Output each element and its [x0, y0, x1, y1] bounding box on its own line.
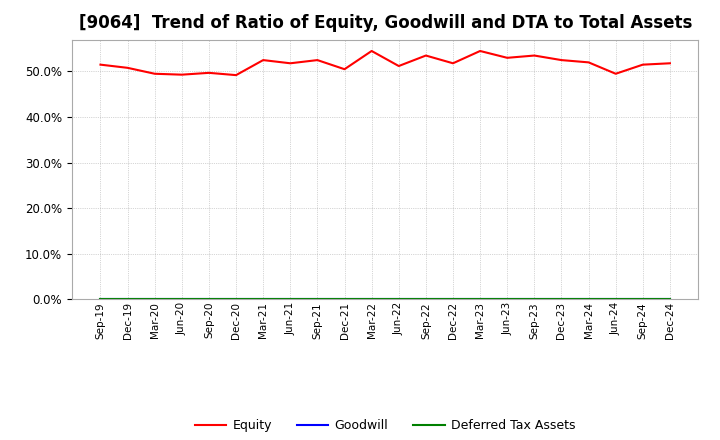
Goodwill — [611, 297, 620, 302]
Deferred Tax Assets — [123, 297, 132, 302]
Equity — [150, 71, 159, 77]
Deferred Tax Assets — [557, 297, 566, 302]
Equity — [395, 63, 403, 69]
Equity — [286, 61, 294, 66]
Deferred Tax Assets — [259, 297, 268, 302]
Deferred Tax Assets — [476, 297, 485, 302]
Equity — [123, 65, 132, 70]
Title: [9064]  Trend of Ratio of Equity, Goodwill and DTA to Total Assets: [9064] Trend of Ratio of Equity, Goodwil… — [78, 15, 692, 33]
Deferred Tax Assets — [584, 297, 593, 302]
Equity — [259, 58, 268, 63]
Equity — [313, 58, 322, 63]
Goodwill — [123, 297, 132, 302]
Deferred Tax Assets — [367, 297, 376, 302]
Goodwill — [584, 297, 593, 302]
Deferred Tax Assets — [530, 297, 539, 302]
Deferred Tax Assets — [421, 297, 430, 302]
Equity — [341, 66, 349, 72]
Goodwill — [665, 297, 674, 302]
Deferred Tax Assets — [313, 297, 322, 302]
Goodwill — [395, 297, 403, 302]
Goodwill — [341, 297, 349, 302]
Goodwill — [557, 297, 566, 302]
Equity — [476, 48, 485, 54]
Equity — [367, 48, 376, 54]
Deferred Tax Assets — [395, 297, 403, 302]
Deferred Tax Assets — [150, 297, 159, 302]
Deferred Tax Assets — [611, 297, 620, 302]
Equity — [503, 55, 511, 60]
Goodwill — [449, 297, 457, 302]
Goodwill — [286, 297, 294, 302]
Deferred Tax Assets — [341, 297, 349, 302]
Goodwill — [503, 297, 511, 302]
Goodwill — [96, 297, 105, 302]
Deferred Tax Assets — [665, 297, 674, 302]
Goodwill — [367, 297, 376, 302]
Deferred Tax Assets — [639, 297, 647, 302]
Equity — [449, 61, 457, 66]
Line: Equity: Equity — [101, 51, 670, 75]
Goodwill — [639, 297, 647, 302]
Deferred Tax Assets — [96, 297, 105, 302]
Equity — [557, 58, 566, 63]
Goodwill — [259, 297, 268, 302]
Goodwill — [530, 297, 539, 302]
Goodwill — [232, 297, 240, 302]
Deferred Tax Assets — [232, 297, 240, 302]
Deferred Tax Assets — [286, 297, 294, 302]
Goodwill — [178, 297, 186, 302]
Deferred Tax Assets — [503, 297, 511, 302]
Goodwill — [421, 297, 430, 302]
Equity — [665, 61, 674, 66]
Goodwill — [204, 297, 213, 302]
Equity — [639, 62, 647, 67]
Equity — [611, 71, 620, 77]
Deferred Tax Assets — [178, 297, 186, 302]
Equity — [204, 70, 213, 76]
Deferred Tax Assets — [204, 297, 213, 302]
Equity — [96, 62, 105, 67]
Equity — [530, 53, 539, 58]
Deferred Tax Assets — [449, 297, 457, 302]
Equity — [421, 53, 430, 58]
Equity — [178, 72, 186, 77]
Equity — [232, 73, 240, 78]
Goodwill — [313, 297, 322, 302]
Goodwill — [476, 297, 485, 302]
Goodwill — [150, 297, 159, 302]
Equity — [584, 60, 593, 65]
Legend: Equity, Goodwill, Deferred Tax Assets: Equity, Goodwill, Deferred Tax Assets — [190, 414, 580, 437]
